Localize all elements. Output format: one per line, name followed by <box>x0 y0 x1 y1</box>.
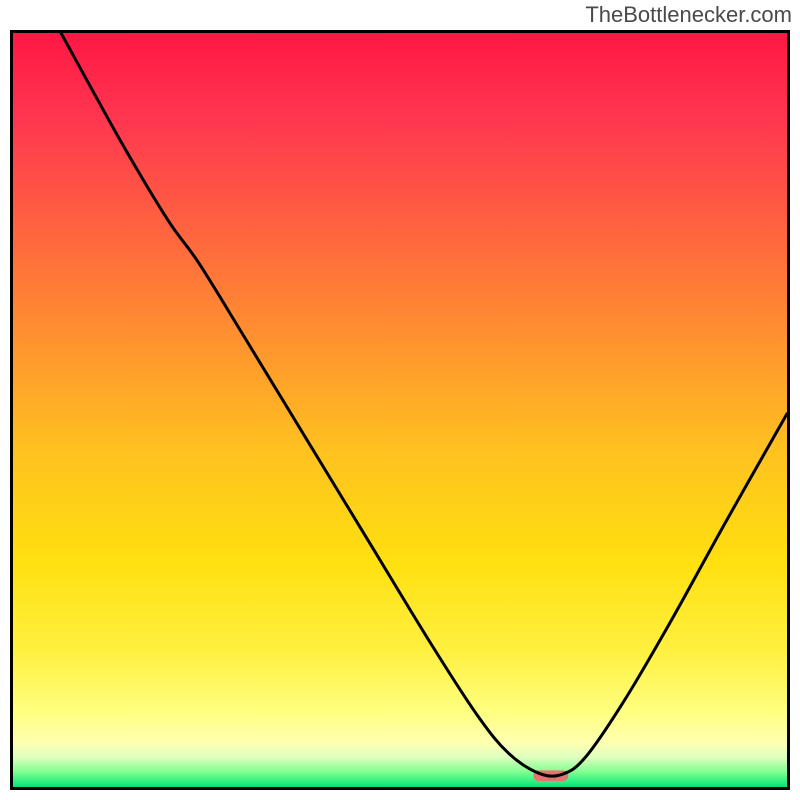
chart-area <box>10 30 790 790</box>
chart-container: TheBottlenecker.com <box>0 0 800 800</box>
bottleneck-chart <box>10 30 790 790</box>
watermark-text: TheBottlenecker.com <box>585 2 792 28</box>
